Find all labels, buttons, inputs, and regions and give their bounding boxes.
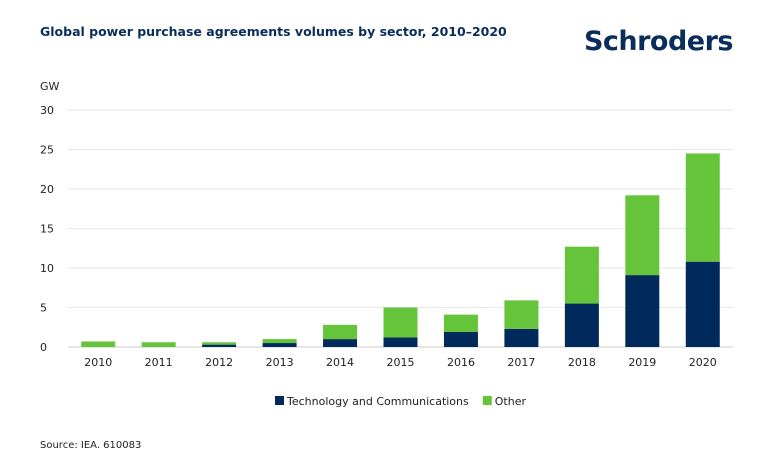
- bar-segment: [625, 195, 660, 276]
- bar-segment: [504, 328, 539, 347]
- stacked-bar-chart: GW 0 5 10 15 20 25 30 2010 2011 2012 2013 2014 2015…: [40, 80, 733, 408]
- bar-segment: [202, 342, 237, 345]
- y-tick-label: 5: [40, 302, 47, 315]
- x-tick-label: 2015: [387, 356, 415, 369]
- x-tick-label: 2020: [689, 356, 717, 369]
- legend-swatch: [482, 396, 492, 405]
- schroders-logo: Schroders: [583, 26, 734, 57]
- x-tick-label: 2019: [628, 356, 656, 369]
- bar-segment: [81, 341, 116, 347]
- x-tick-label: 2016: [447, 356, 475, 369]
- legend-swatch: [275, 396, 285, 405]
- x-tick-label: 2017: [507, 356, 535, 369]
- x-tick-label: 2011: [145, 356, 173, 369]
- bar-segment: [443, 331, 478, 347]
- bar-segment: [685, 153, 720, 262]
- legend-item: Technology and Communications: [275, 395, 469, 408]
- legend-label: Other: [495, 395, 527, 408]
- bars: [81, 153, 720, 347]
- y-axis-ticks: 0 5 10 15 20 25 30: [40, 104, 54, 354]
- bar-segment: [504, 300, 539, 329]
- y-axis-unit-label: GW: [40, 80, 60, 93]
- x-tick-label: 2010: [84, 356, 112, 369]
- bar-segment: [202, 344, 237, 347]
- y-tick-label: 30: [40, 104, 54, 117]
- y-tick-label: 15: [40, 223, 54, 236]
- y-tick-label: 25: [40, 144, 54, 157]
- bar-segment: [262, 343, 297, 347]
- bar-segment: [443, 314, 478, 332]
- legend-label: Technology and Communications: [286, 395, 469, 408]
- legend: Technology and Communications Other: [275, 395, 526, 408]
- legend-item: Other: [482, 395, 527, 408]
- bar-segment: [383, 337, 418, 347]
- bar-segment: [564, 303, 599, 347]
- source-note: Source: IEA. 610083: [40, 440, 142, 451]
- bar-segment: [262, 339, 297, 344]
- x-tick-label: 2018: [568, 356, 596, 369]
- y-tick-label: 20: [40, 183, 54, 196]
- bar-segment: [625, 275, 660, 347]
- bar-segment: [323, 339, 358, 347]
- chart-title: Global power purchase agreements volumes…: [40, 24, 507, 39]
- x-tick-label: 2012: [205, 356, 233, 369]
- bar-segment: [323, 324, 358, 340]
- y-tick-label: 0: [40, 341, 47, 354]
- y-tick-label: 10: [40, 262, 54, 275]
- x-axis-ticks: 2010 2011 2012 2013 2014 2015 2016 2017 2018 2019…: [84, 356, 717, 369]
- x-tick-label: 2013: [266, 356, 294, 369]
- bar-segment: [383, 307, 418, 338]
- x-tick-label: 2014: [326, 356, 354, 369]
- bar-segment: [564, 246, 599, 304]
- bar-segment: [685, 261, 720, 347]
- bar-segment: [141, 342, 176, 347]
